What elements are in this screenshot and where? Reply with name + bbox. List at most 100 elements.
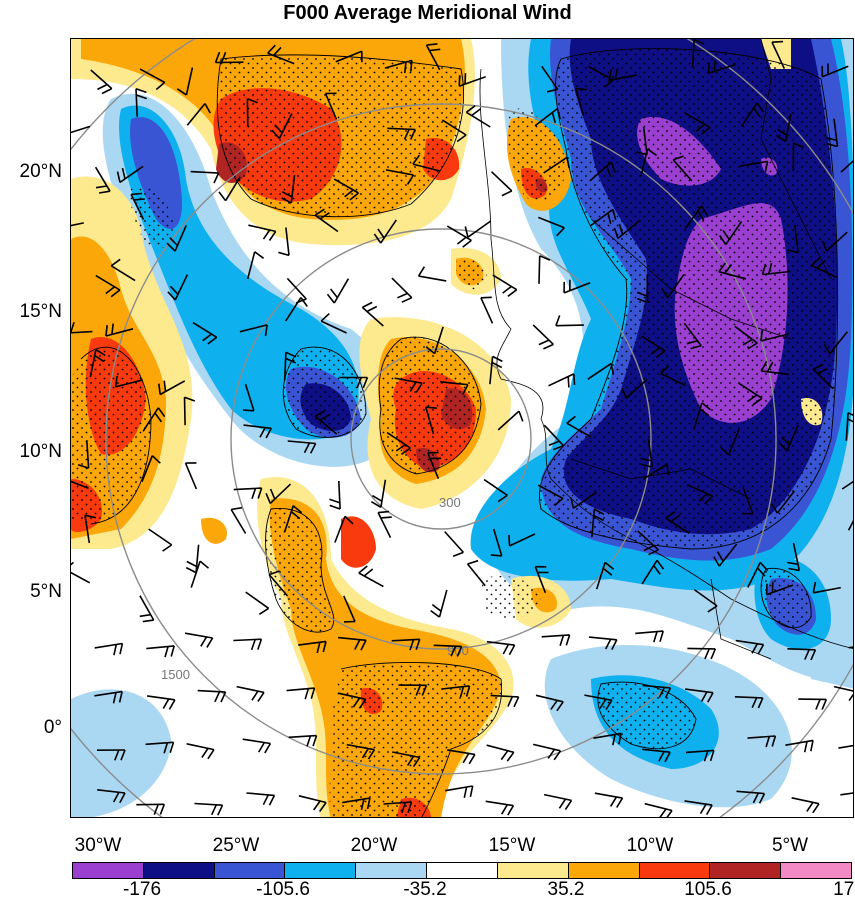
ring-label-300: 300 [439,495,461,510]
wind-barb [94,690,123,704]
colorbar-tick: -176 [122,879,162,900]
wind-barb [685,749,715,762]
lat-label-20n: 20°N [19,161,62,182]
wind-barb [339,376,369,389]
wind-barb [283,351,297,381]
colorbar-tick: 105.6 [684,879,732,900]
wind-barb [176,67,194,96]
wind-barb [734,325,758,350]
wind-barb [346,743,376,760]
wind-barb [425,326,444,355]
lon-label-30w: 30°W [74,835,122,856]
wind-barb [146,645,175,658]
wind-barb [246,251,265,280]
wind-barb [555,315,584,327]
wind-barb [589,161,616,182]
wind-barb [771,40,785,68]
coastline [479,39,853,660]
wind-barb [747,735,777,748]
wind-barb [242,738,272,754]
colorbar-cell [356,863,428,878]
wind-barb [672,155,693,182]
wind-barb [775,113,792,143]
wind-barb [570,491,597,509]
wind-barb [684,205,709,230]
meridional-wind-map: 300 900 1500 [71,39,853,817]
wind-barb [186,743,215,760]
wind-barb [186,102,212,126]
wind-barb [110,258,136,282]
wind-barb [444,531,464,557]
wind-barb [490,528,503,557]
wind-barb [338,636,367,651]
wind-barb [486,744,515,762]
wind-barb [588,636,618,650]
colorbar-cell [710,863,782,878]
wind-barb [490,171,513,197]
wind-barb [747,561,769,588]
contour-lines [80,48,839,817]
wind-barb [298,640,327,654]
wind-barb [320,313,347,334]
colorbar-cell [143,863,215,878]
wind-barb [314,208,339,233]
wind-barb [575,87,587,116]
wind-barb [685,688,714,703]
wind-barb [642,463,670,480]
lat-label-15n: 15°N [19,301,62,322]
wind-barb [387,127,416,140]
wind-barb [464,220,492,238]
wind-barb [693,588,718,613]
wind-barb [333,178,360,201]
wind-barb [440,381,469,395]
wind-barb [640,439,653,468]
wind-barb [686,483,714,505]
wind-barb [338,692,367,709]
wind-barb [194,802,224,816]
wind-barb [621,379,648,399]
wind-barb [94,642,124,656]
wind-barb [190,170,220,184]
lat-label-10n: 10°N [19,441,62,462]
wind-barb [142,407,166,432]
range-rings [71,39,853,817]
map-title: F000 Average Meridional Wind [283,2,572,24]
wind-barb [608,68,637,82]
wind-barb [833,685,853,702]
wind-barb [845,412,853,441]
wind-barb [720,428,740,456]
wind-barb [167,274,189,301]
wind-barb [543,793,573,811]
wind-barb [248,224,277,241]
wind-barb [394,377,423,393]
wind-barb [693,402,712,430]
wind-barb [265,483,292,504]
ring-label-1500: 1500 [161,667,190,682]
wind-barb [426,451,442,480]
wind-barb [587,362,615,380]
colorbar-cell [497,863,569,878]
wind-barb [792,142,805,172]
wind-barb [644,802,673,817]
wind-barb [148,528,173,552]
wind-barb [239,324,268,336]
colorbar [72,862,852,879]
wind-barb [492,274,518,297]
wind-barb [398,684,428,696]
wind-barb [288,734,318,747]
wind-barb [541,65,559,93]
wind-barb [840,792,853,796]
wind-barb [497,410,524,431]
wind-barb [105,323,134,337]
colorbar-cell [427,863,498,878]
wind-barb [185,544,200,574]
wind-barb [535,694,564,712]
wind-barb [687,647,717,660]
wind-barb [214,51,244,64]
wind-barb [329,480,341,510]
wind-barb [661,274,685,299]
wind-barb [465,105,491,128]
wind-barb [642,684,672,699]
stippling-significance [71,48,838,817]
wind-barb [286,687,316,700]
